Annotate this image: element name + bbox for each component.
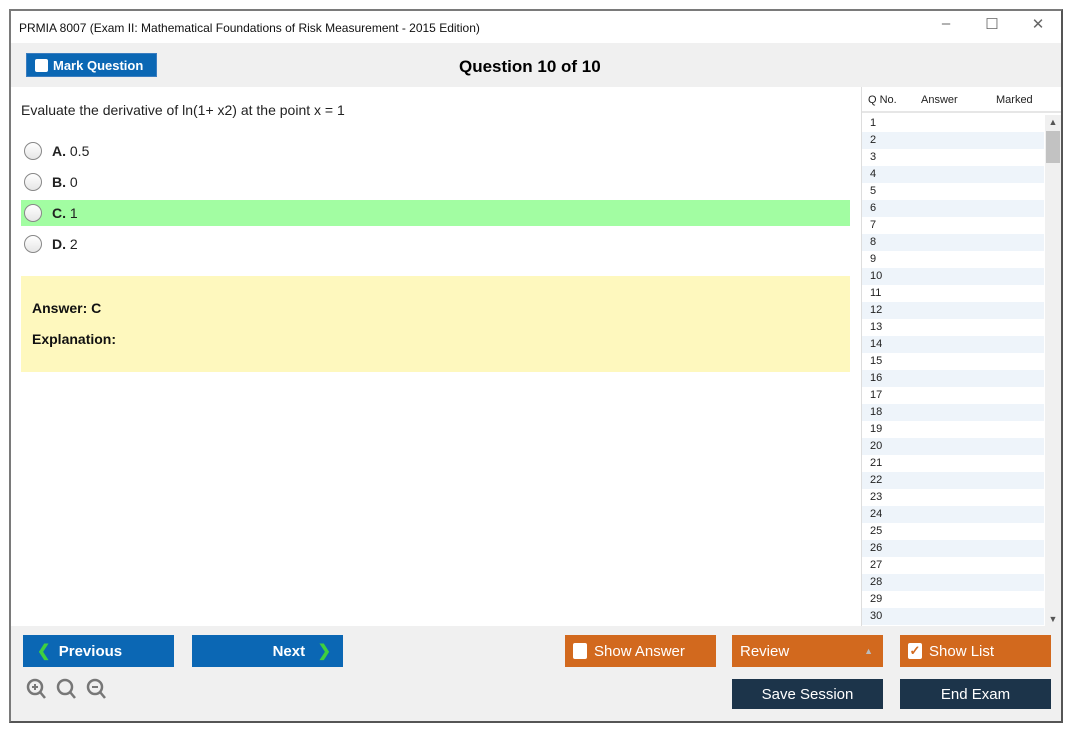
next-button[interactable]: Next ❯	[192, 635, 343, 667]
show-list-label: Show List	[929, 642, 995, 660]
option-b[interactable]: B. 0	[21, 169, 850, 195]
mark-question-label: Mark Question	[53, 57, 144, 73]
show-list-button[interactable]: ✓ Show List	[900, 635, 1051, 667]
scrollbar-thumb[interactable]	[1046, 131, 1060, 163]
list-item[interactable]: 7	[870, 219, 877, 231]
chevron-left-icon: ❮	[37, 643, 51, 660]
list-item[interactable]: 19	[870, 423, 883, 435]
list-item[interactable]: 21	[870, 457, 883, 469]
question-panel: Evaluate the derivative of ln(1+ x2) at …	[11, 87, 861, 626]
review-label: Review	[740, 642, 790, 660]
list-item[interactable]: 13	[870, 321, 883, 333]
radio-icon[interactable]	[24, 204, 42, 222]
question-header: Mark Question Question 10 of 10	[11, 43, 1061, 87]
list-item[interactable]: 20	[862, 438, 1044, 455]
question-list: Q No. Answer Marked 1 2 3 4 5 6 7 8 9 10 11 12 13 14 1…	[861, 87, 1061, 626]
zoom-in-icon[interactable]	[26, 678, 46, 699]
option-a[interactable]: A. 0.5	[21, 138, 850, 164]
list-item[interactable]: 18	[862, 404, 1044, 421]
scroll-down-icon[interactable]: ▼	[1048, 614, 1058, 624]
list-item[interactable]: 14	[862, 336, 1044, 353]
next-label: Next	[272, 642, 306, 660]
chevron-right-icon: ❯	[317, 643, 331, 660]
list-item[interactable]: 1	[870, 117, 877, 129]
list-item[interactable]: 26	[862, 540, 1044, 557]
show-answer-label: Show Answer	[594, 642, 685, 660]
answer-label: Answer: C	[32, 300, 102, 316]
list-rows: 1 2 3 4 5 6 7 8 9 10 11 12 13 14 15 16 17 18 19 20 21 22 23 24 2…	[862, 115, 1044, 625]
option-text: 1	[69, 205, 78, 221]
zoom-reset-icon[interactable]	[56, 678, 76, 699]
col-marked[interactable]: Marked	[996, 94, 1033, 106]
list-item[interactable]: 22	[862, 472, 1044, 489]
scrollbar[interactable]: ▲ ▼	[1045, 115, 1061, 626]
show-answer-button[interactable]: Show Answer	[565, 635, 716, 667]
col-answer[interactable]: Answer	[921, 94, 958, 106]
option-text: 2	[69, 236, 78, 252]
list-item[interactable]: 25	[870, 525, 883, 537]
list-item[interactable]: 4	[862, 166, 1044, 183]
list-item[interactable]: 16	[862, 370, 1044, 387]
option-letter: A.	[52, 143, 66, 159]
list-item[interactable]: 2	[862, 132, 1044, 149]
list-item[interactable]: 17	[870, 389, 883, 401]
col-qno[interactable]: Q No.	[868, 94, 897, 106]
list-header: Q No. Answer Marked	[862, 87, 1061, 113]
option-letter: B.	[52, 174, 66, 190]
list-item[interactable]: 6	[862, 200, 1044, 217]
radio-icon[interactable]	[24, 142, 42, 160]
list-item[interactable]: 15	[870, 355, 883, 367]
list-item[interactable]: 5	[870, 185, 877, 197]
explanation-label: Explanation:	[32, 331, 117, 347]
list-item[interactable]: 9	[870, 253, 877, 265]
title-bar: PRMIA 8007 (Exam II: Mathematical Founda…	[11, 11, 1061, 43]
window-title: PRMIA 8007 (Exam II: Mathematical Founda…	[19, 21, 480, 35]
close-button[interactable]: ✕	[1031, 16, 1045, 33]
scroll-up-icon[interactable]: ▲	[1048, 117, 1058, 127]
app-window: PRMIA 8007 (Exam II: Mathematical Founda…	[9, 9, 1063, 723]
option-letter: D.	[52, 236, 66, 252]
caret-up-icon: ▲	[864, 646, 873, 656]
radio-icon[interactable]	[24, 235, 42, 253]
footer-toolbar: ❮ Previous Next ❯ Show Answer Review ▲ ✓ S…	[11, 626, 1061, 721]
list-item[interactable]: 29	[870, 593, 883, 605]
option-letter: C.	[52, 205, 66, 221]
mark-question-button[interactable]: Mark Question	[26, 53, 157, 77]
option-text: 0.5	[69, 143, 90, 159]
list-item[interactable]: 23	[870, 491, 883, 503]
checkbox-icon	[35, 58, 48, 72]
minimize-button[interactable]: –	[941, 15, 951, 32]
zoom-out-icon[interactable]	[86, 678, 106, 699]
checkbox-icon	[573, 643, 587, 659]
option-text: 0	[69, 174, 78, 190]
save-session-button[interactable]: Save Session	[732, 679, 883, 709]
list-item[interactable]: 27	[870, 559, 883, 571]
list-item[interactable]: 3	[870, 151, 877, 163]
list-item[interactable]: 11	[870, 287, 882, 299]
review-dropdown[interactable]: Review ▲	[732, 635, 883, 667]
option-c[interactable]: C. 1	[21, 200, 850, 226]
checkmark-icon: ✓	[908, 643, 922, 659]
zoom-controls	[26, 678, 106, 699]
list-item[interactable]: 10	[862, 268, 1044, 285]
maximize-button[interactable]: ☐	[985, 16, 999, 33]
list-item[interactable]: 30	[862, 608, 1044, 625]
question-text: Evaluate the derivative of ln(1+ x2) at …	[21, 102, 345, 118]
list-item[interactable]: 28	[862, 574, 1044, 591]
list-item[interactable]: 24	[862, 506, 1044, 523]
question-counter: Question 10 of 10	[459, 57, 601, 76]
previous-label: Previous	[58, 642, 123, 660]
radio-icon[interactable]	[24, 173, 42, 191]
option-d[interactable]: D. 2	[21, 231, 850, 257]
list-item[interactable]: 12	[862, 302, 1044, 319]
list-item[interactable]: 8	[862, 234, 1044, 251]
end-exam-button[interactable]: End Exam	[900, 679, 1051, 709]
previous-button[interactable]: ❮ Previous	[23, 635, 174, 667]
answer-box: Answer: C Explanation:	[21, 276, 850, 372]
